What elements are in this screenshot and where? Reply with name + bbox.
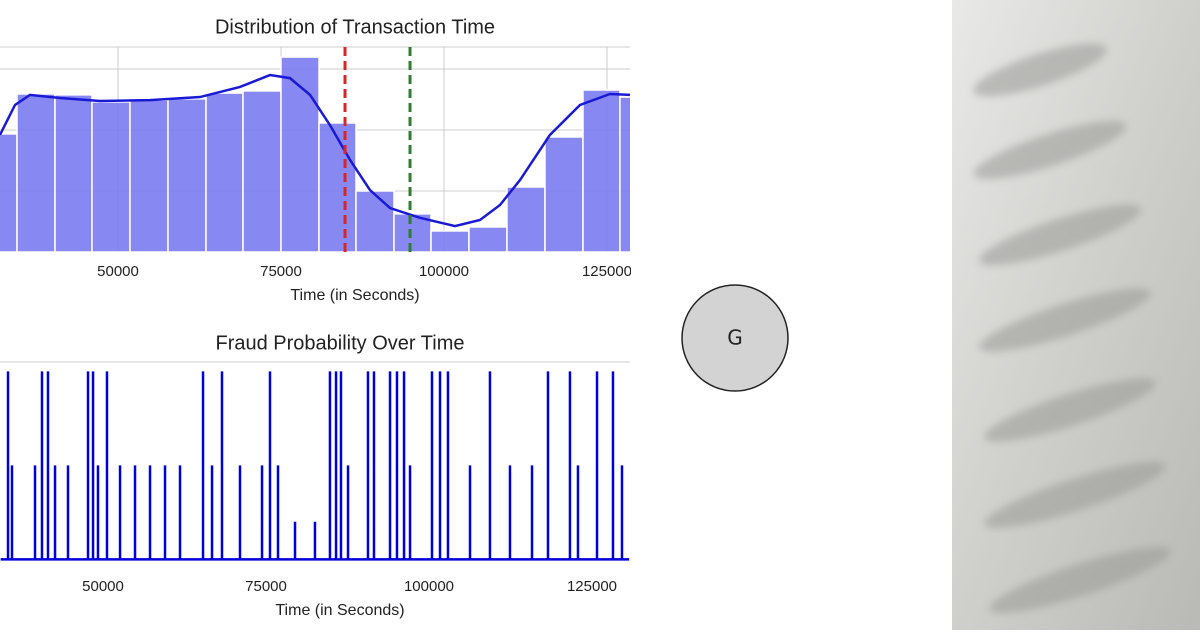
x-axis-label: Time (in Seconds) <box>275 602 404 619</box>
x-tick-label: 125000 <box>582 263 632 280</box>
probability-line <box>0 371 630 561</box>
bar <box>280 56 320 253</box>
bar <box>205 92 244 253</box>
bar <box>468 226 508 253</box>
plot-area <box>0 47 630 253</box>
chart-title: Distribution of Transaction Time <box>215 16 495 38</box>
plot-area <box>0 371 630 561</box>
kde-line <box>0 73 630 228</box>
chart: 50000 75000 100000 125000 Fraud Probability … <box>0 332 630 619</box>
bar <box>0 133 18 253</box>
bar <box>242 90 282 253</box>
bar <box>619 96 630 253</box>
x-tick-label: 125000 <box>567 578 617 595</box>
x-tick-label: 100000 <box>419 263 469 280</box>
bar <box>129 99 169 253</box>
badge: G <box>681 284 789 392</box>
bar <box>54 94 93 253</box>
bar <box>318 122 357 253</box>
x-tick-label: 50000 <box>97 263 139 280</box>
x-tick-label: 75000 <box>260 263 302 280</box>
x-tick-label: 50000 <box>82 578 124 595</box>
x-axis-label: Time (in Seconds) <box>290 287 419 304</box>
photo-texture <box>973 43 1171 614</box>
x-tick-label: 75000 <box>245 578 287 595</box>
bar <box>355 190 395 253</box>
bar <box>16 93 56 253</box>
bar <box>167 98 207 253</box>
bar <box>91 101 131 253</box>
bar <box>582 89 621 253</box>
panel-edge <box>631 255 671 285</box>
bar <box>506 186 546 253</box>
x-tick-label: 100000 <box>404 578 454 595</box>
badge-label: G <box>727 326 743 350</box>
chart: 50000 75000 100000 125000 Distribution of Tr… <box>0 16 632 304</box>
bar <box>544 136 584 253</box>
chart-title: Fraud Probability Over Time <box>216 332 465 354</box>
bar <box>430 230 470 253</box>
photo <box>952 0 1200 630</box>
badge-circle <box>681 284 789 392</box>
